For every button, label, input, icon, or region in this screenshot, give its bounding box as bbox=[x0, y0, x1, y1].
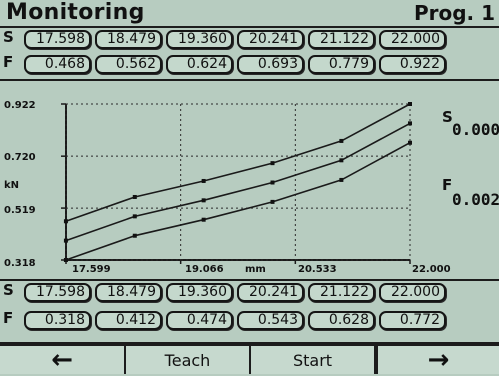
data-point bbox=[132, 233, 137, 238]
bottom-f-label: F bbox=[3, 309, 14, 327]
top-s-cell[interactable]: 22.000 bbox=[379, 30, 446, 49]
arrow-right-icon: → bbox=[427, 345, 450, 375]
x-axis-unit: mm bbox=[245, 264, 266, 275]
top-f-cell[interactable]: 0.922 bbox=[379, 55, 446, 74]
x-tick-label: 17.599 bbox=[72, 264, 111, 275]
button-bar-divider bbox=[0, 342, 499, 344]
data-point bbox=[270, 199, 275, 204]
y-tick-label: 0.922 bbox=[4, 100, 36, 111]
page-title: Monitoring bbox=[6, 0, 145, 25]
bottom-s-label: S bbox=[3, 281, 14, 299]
chart-divider bbox=[0, 279, 499, 281]
left-arrow-button[interactable]: ← bbox=[0, 344, 126, 374]
series-line-0 bbox=[65, 103, 411, 223]
data-point bbox=[201, 198, 206, 203]
bottom-f-cell[interactable]: 0.543 bbox=[237, 311, 304, 330]
data-point bbox=[63, 238, 68, 243]
top-f-row: F 0.468 0.562 0.624 0.693 0.779 0.922 bbox=[0, 53, 499, 77]
data-point bbox=[339, 138, 344, 143]
data-point bbox=[63, 219, 68, 224]
bottom-f-cell[interactable]: 0.772 bbox=[379, 311, 446, 330]
y-axis-unit: kN bbox=[4, 180, 20, 191]
bottom-s-cell[interactable]: 19.360 bbox=[166, 283, 233, 302]
top-f-cell[interactable]: 0.693 bbox=[237, 55, 304, 74]
bottom-f-cell[interactable]: 0.412 bbox=[95, 311, 162, 330]
readout-f-label: F bbox=[442, 176, 453, 194]
right-arrow-button[interactable]: → bbox=[376, 344, 499, 374]
header-divider bbox=[0, 26, 499, 28]
top-f-cell[interactable]: 0.624 bbox=[166, 55, 233, 74]
button-bar: ← Teach Start → bbox=[0, 344, 499, 374]
bottom-s-row: S 17.598 18.479 19.360 20.241 21.122 22.… bbox=[0, 281, 499, 305]
start-button[interactable]: Start bbox=[251, 344, 376, 374]
top-s-label: S bbox=[3, 28, 14, 46]
top-s-cell[interactable]: 21.122 bbox=[308, 30, 375, 49]
readout-s-value: 0.000 bbox=[452, 120, 499, 139]
bottom-f-cell[interactable]: 0.318 bbox=[24, 311, 91, 330]
data-point bbox=[63, 258, 68, 262]
series-line-1 bbox=[65, 122, 411, 242]
top-s-cell[interactable]: 20.241 bbox=[237, 30, 304, 49]
data-point bbox=[132, 214, 137, 219]
y-tick-label: 0.318 bbox=[4, 258, 36, 269]
y-tick-label: 0.720 bbox=[4, 152, 36, 163]
top-s-cell[interactable]: 19.360 bbox=[166, 30, 233, 49]
series-line-2 bbox=[65, 141, 411, 261]
data-point bbox=[408, 140, 412, 145]
readout-f-value: 0.002 bbox=[452, 190, 499, 209]
x-tick-label: 19.066 bbox=[185, 264, 224, 275]
data-point bbox=[201, 217, 206, 222]
data-point bbox=[270, 161, 275, 166]
bottom-f-row: F 0.318 0.412 0.474 0.543 0.628 0.772 bbox=[0, 309, 499, 333]
teach-button[interactable]: Teach bbox=[126, 344, 251, 374]
bottom-s-cell[interactable]: 22.000 bbox=[379, 283, 446, 302]
readout-s-label: S bbox=[442, 108, 453, 126]
bottom-s-cell[interactable]: 18.479 bbox=[95, 283, 162, 302]
top-s-cell[interactable]: 17.598 bbox=[24, 30, 91, 49]
force-displacement-chart: 0.922 0.720 kN 0.519 0.318 17.599 19.066… bbox=[0, 100, 499, 280]
bottom-s-cell[interactable]: 20.241 bbox=[237, 283, 304, 302]
top-f-label: F bbox=[3, 53, 14, 71]
y-tick-label: 0.519 bbox=[4, 205, 36, 216]
top-s-row: S 17.598 18.479 19.360 20.241 21.122 22.… bbox=[0, 28, 499, 52]
data-point bbox=[408, 121, 412, 126]
top-rows-divider bbox=[0, 79, 499, 81]
x-tick-label: 20.533 bbox=[298, 264, 337, 275]
top-f-cell[interactable]: 0.562 bbox=[95, 55, 162, 74]
program-label: Prog. 1 bbox=[413, 1, 495, 25]
data-point bbox=[132, 194, 137, 199]
top-f-cell[interactable]: 0.779 bbox=[308, 55, 375, 74]
data-point bbox=[201, 178, 206, 183]
bottom-s-cell[interactable]: 21.122 bbox=[308, 283, 375, 302]
arrow-left-icon: ← bbox=[51, 345, 73, 375]
plot-svg bbox=[61, 102, 412, 264]
top-f-cell[interactable]: 0.468 bbox=[24, 55, 91, 74]
bottom-f-cell[interactable]: 0.474 bbox=[166, 311, 233, 330]
top-s-cell[interactable]: 18.479 bbox=[95, 30, 162, 49]
data-point bbox=[339, 158, 344, 163]
bottom-f-cell[interactable]: 0.628 bbox=[308, 311, 375, 330]
bottom-s-cell[interactable]: 17.598 bbox=[24, 283, 91, 302]
data-point bbox=[339, 177, 344, 182]
x-tick-label: 22.000 bbox=[412, 264, 451, 275]
data-point bbox=[270, 180, 275, 185]
data-point bbox=[408, 102, 412, 106]
